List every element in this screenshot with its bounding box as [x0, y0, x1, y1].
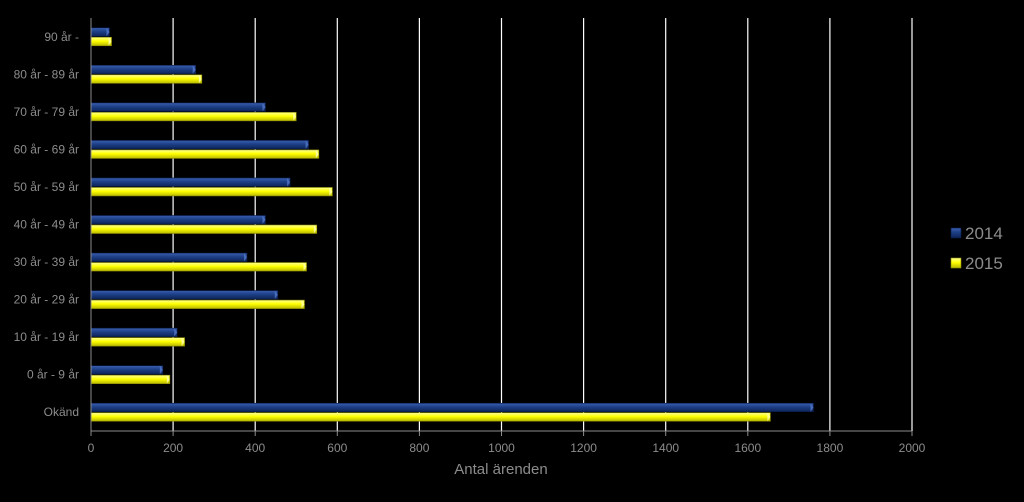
bar-2015-7	[90, 299, 305, 309]
bar-2015-2	[90, 112, 297, 122]
bar-2015-6	[90, 262, 307, 272]
bar-2014-4	[90, 177, 291, 187]
bar-body	[90, 74, 203, 84]
legend-swatch-2014	[950, 227, 962, 239]
y-tick-label: 50 år - 59 år	[14, 180, 79, 194]
bar-body	[90, 149, 320, 159]
legend-swatch-2015	[950, 257, 962, 269]
bar-2014-6	[90, 252, 248, 262]
x-tick-label: 800	[409, 441, 429, 455]
bar-body	[90, 112, 297, 122]
bars	[90, 27, 814, 422]
bar-body	[90, 65, 196, 75]
bar-end-cap	[262, 102, 266, 112]
bar-body	[90, 365, 164, 375]
bar-2014-1	[90, 65, 196, 75]
bar-body	[90, 299, 305, 309]
y-tick-label: 70 år - 79 år	[14, 105, 79, 119]
bar-end-cap	[287, 177, 291, 187]
x-tick-label: 1000	[488, 441, 515, 455]
y-tick-label: 80 år - 89 år	[14, 67, 79, 81]
bar-end-cap	[274, 290, 278, 300]
bar-end-cap	[192, 65, 196, 74]
bar-2014-0	[90, 27, 110, 37]
bar-body	[90, 177, 291, 187]
bar-2015-9	[90, 374, 171, 384]
x-tick-label: 400	[245, 441, 265, 455]
bar-body	[90, 224, 318, 234]
bar-end-cap	[305, 140, 309, 149]
y-tick-label: 0 år - 9 år	[27, 368, 79, 382]
legend-label: 2015	[965, 254, 1003, 273]
bar-2014-10	[90, 402, 814, 413]
legend: 2014 2015	[950, 224, 1003, 273]
bar-body	[90, 102, 266, 112]
bar-2014-5	[90, 215, 266, 225]
y-tick-label: 30 år - 39 år	[14, 255, 79, 269]
bar-2015-10	[90, 412, 771, 422]
bar-end-cap	[108, 37, 112, 46]
x-tick-label: 1400	[652, 441, 679, 455]
x-tick-label: 2000	[899, 441, 926, 455]
y-tick-label: 20 år - 29 år	[14, 293, 79, 307]
y-tick-label: 60 år - 69 år	[14, 142, 79, 156]
y-tick-label: 10 år - 19 år	[14, 330, 79, 344]
x-axis-title: Antal ärenden	[454, 461, 547, 478]
bar-end-cap	[303, 262, 307, 272]
bar-end-cap	[159, 365, 163, 375]
x-tick-label: 1600	[734, 441, 761, 455]
bar-body	[90, 215, 266, 225]
bar-2014-3	[90, 140, 309, 150]
y-tick-label: Okänd	[44, 405, 79, 419]
bar-end-cap	[315, 149, 319, 159]
bar-body	[90, 252, 248, 262]
bar-body	[90, 262, 307, 272]
bar-end-cap	[106, 27, 110, 37]
bar-body	[90, 374, 171, 384]
bar-end-cap	[198, 74, 202, 84]
bar-body	[90, 290, 279, 300]
bar-2015-5	[90, 224, 318, 234]
bar-body	[90, 412, 771, 422]
bar-end-cap	[262, 215, 266, 224]
bar-body	[90, 187, 333, 197]
y-tick-label: 90 år -	[44, 30, 79, 44]
x-tick-label: 600	[327, 441, 347, 455]
x-tick-label: 200	[163, 441, 183, 455]
x-tick-label: 1800	[817, 441, 844, 455]
bar-end-cap	[243, 253, 247, 262]
bar-2015-3	[90, 149, 320, 159]
bar-2014-2	[90, 102, 266, 112]
bar-end-cap	[329, 187, 333, 196]
x-tick-label: 0	[88, 441, 95, 455]
x-tick-label: 1200	[570, 441, 597, 455]
bar-body	[90, 402, 814, 413]
bar-2015-1	[90, 74, 203, 84]
bar-end-cap	[810, 403, 814, 412]
bar-2015-4	[90, 187, 333, 197]
bar-end-cap	[767, 412, 771, 422]
bar-end-cap	[293, 112, 297, 121]
bar-body	[90, 36, 112, 47]
legend-label: 2014	[965, 224, 1003, 243]
bar-body	[90, 337, 185, 347]
bar-end-cap	[174, 328, 178, 337]
bar-body	[90, 327, 178, 337]
bar-end-cap	[313, 225, 317, 234]
axes: 0 200 400 600 800 1000 1200 1400 1600 1800 2000 90 …	[14, 18, 926, 455]
bar-2014-9	[90, 365, 164, 375]
grid-lines	[172, 18, 913, 431]
bar-body	[90, 140, 309, 150]
bar-end-cap	[181, 337, 185, 347]
bar-end-cap	[301, 300, 305, 309]
bar-2015-0	[90, 36, 112, 47]
bar-2014-7	[90, 290, 279, 300]
bar-end-cap	[166, 375, 170, 384]
y-tick-label: 40 år - 49 år	[14, 218, 79, 232]
bar-2015-8	[90, 337, 185, 347]
bar-2014-8	[90, 327, 178, 337]
